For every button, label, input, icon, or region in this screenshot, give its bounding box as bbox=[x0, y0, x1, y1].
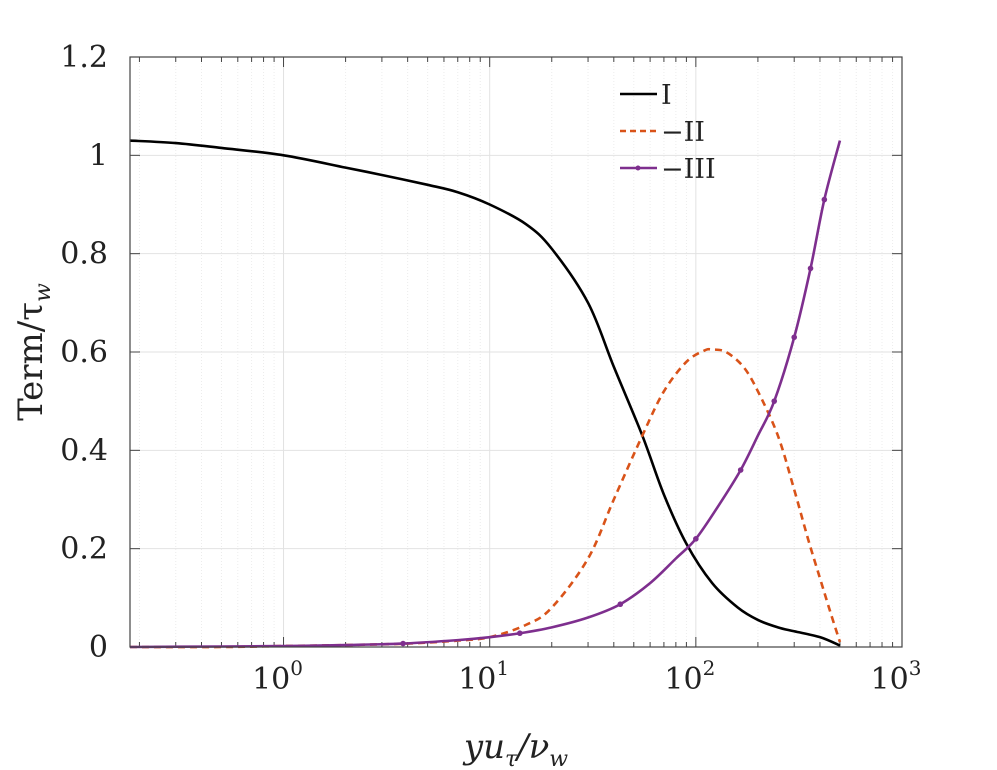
series-iii-marker bbox=[821, 196, 828, 203]
series-iii-marker bbox=[807, 265, 814, 272]
x-tick-label: 100 bbox=[252, 656, 303, 697]
y-tick-label: 0.2 bbox=[60, 532, 108, 567]
tick-labels: 0 0.2 0.4 0.6 0.8 1 1.2 100 101 102 103 bbox=[60, 40, 921, 697]
x-tick-label: 103 bbox=[871, 656, 922, 697]
y-tick-label: 0 bbox=[89, 630, 108, 665]
legend-marker-iii bbox=[635, 165, 641, 171]
series-iii-marker bbox=[771, 398, 778, 404]
series-i-line bbox=[129, 139, 841, 647]
legend-label-iii: −III bbox=[661, 154, 716, 185]
y-tick-label: 1 bbox=[89, 138, 108, 173]
series bbox=[129, 139, 842, 649]
y-axis-label: Term/τw bbox=[11, 283, 56, 421]
x-axis-label-base: yu bbox=[462, 727, 505, 767]
y-tick-label: 0.4 bbox=[60, 433, 108, 468]
series-iii-marker bbox=[791, 334, 798, 341]
legend-label-i: I bbox=[661, 80, 672, 111]
legend-label-ii: −II bbox=[661, 117, 705, 148]
y-tick-label: 1.2 bbox=[60, 40, 108, 75]
y-tick-label: 0.6 bbox=[60, 335, 108, 370]
x-axis-label-sub: τ bbox=[505, 747, 518, 770]
series-iii-marker bbox=[517, 630, 523, 637]
y-tick-label: 0.8 bbox=[60, 237, 108, 272]
legend: I −II −III bbox=[620, 80, 716, 185]
y-axis-label-base: Term/τ bbox=[11, 302, 51, 421]
series-iii-marker bbox=[737, 467, 744, 473]
series-iii-marker bbox=[400, 640, 406, 647]
plot-frame bbox=[129, 56, 903, 648]
x-tick-label: 102 bbox=[664, 656, 715, 697]
y-axis-label-sub: w bbox=[31, 283, 56, 302]
x-axis-label-mid: /ν bbox=[514, 727, 549, 767]
series-iii-marker bbox=[617, 601, 624, 608]
series-iii-marker bbox=[693, 536, 699, 542]
grid bbox=[130, 57, 903, 647]
x-axis-label: yuτ/νw bbox=[462, 727, 568, 770]
x-axis-label-sub2: w bbox=[549, 747, 568, 770]
x-tick-label: 101 bbox=[458, 656, 509, 697]
series-iii-line bbox=[129, 140, 842, 649]
